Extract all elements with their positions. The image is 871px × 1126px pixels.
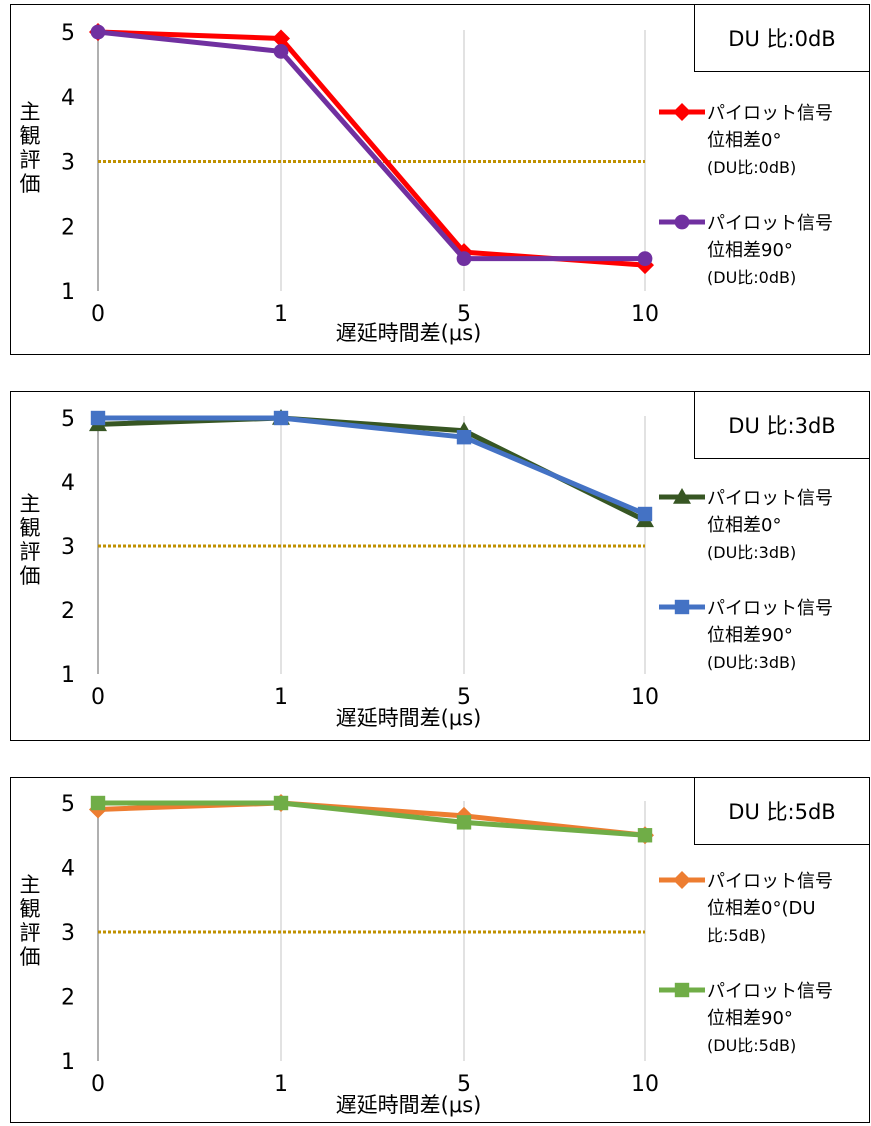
legend-swatch	[659, 599, 705, 615]
data-point	[456, 430, 472, 445]
legend-line-1: パイロット信号	[707, 871, 833, 892]
legend-swatch	[659, 103, 705, 121]
series-line	[97, 415, 647, 523]
legend-line-1: パイロット信号	[707, 981, 833, 1002]
legend-swatch	[659, 871, 705, 889]
legend-line-2: 位相差90°	[707, 240, 793, 261]
legend-line-2: 位相差0°(DU	[707, 898, 816, 919]
series-line	[97, 29, 646, 268]
x-axis-label: 遅延時間差(μs)	[335, 706, 482, 730]
x-tick-label: 5	[457, 1072, 471, 1097]
du-ratio-label: DU 比:0dB	[694, 4, 870, 72]
legend-line-1: パイロット信号	[707, 598, 833, 619]
x-tick-label: 10	[631, 1072, 659, 1097]
legend-line-2: 位相差0°	[707, 130, 782, 151]
x-tick-label: 10	[631, 302, 659, 327]
y-tick-label: 5	[61, 407, 75, 432]
y-tick-label: 3	[61, 535, 75, 560]
legend-item: パイロット信号 位相差0° (DU比:3dB)	[659, 485, 871, 575]
data-point	[90, 795, 106, 811]
y-tick-label: 3	[61, 151, 75, 176]
legend-line-2: 位相差90°	[707, 1008, 793, 1029]
data-point	[674, 982, 690, 998]
data-point	[674, 214, 690, 230]
y-tick-label: 5	[61, 21, 75, 46]
y-tick-label: 4	[61, 86, 75, 111]
legend-item: パイロット信号 位相差90° (DU比:0dB)	[659, 210, 871, 300]
du-ratio-label: DU 比:5dB	[694, 777, 870, 845]
legend-line-1: パイロット信号	[707, 213, 833, 234]
x-tick-label: 5	[457, 685, 471, 710]
y-axis-label: 主観評価	[19, 492, 41, 588]
x-tick-label: 0	[91, 685, 105, 710]
y-tick-label: 4	[61, 471, 75, 496]
y-tick-label: 1	[61, 1050, 75, 1075]
data-point	[273, 410, 289, 426]
data-point	[456, 251, 472, 267]
x-tick-label: 1	[274, 685, 288, 710]
x-tick-label: 1	[274, 302, 288, 327]
legend-line-1: パイロット信号	[707, 103, 833, 124]
legend-line-3: (DU比:0dB)	[707, 158, 797, 177]
data-point	[637, 506, 653, 522]
y-axis-label: 主観評価	[19, 100, 41, 196]
y-tick-label: 5	[61, 792, 75, 817]
legend-item: パイロット信号 位相差0° (DU比:0dB)	[659, 100, 871, 190]
y-tick-label: 2	[61, 599, 75, 624]
legend-line-3: 比:5dB)	[707, 926, 766, 945]
data-point	[273, 44, 289, 59]
data-point	[637, 251, 653, 267]
x-tick-label: 10	[631, 685, 659, 710]
y-tick-label: 1	[61, 663, 75, 688]
du-ratio-label: DU 比:3dB	[694, 391, 870, 459]
x-tick-label: 5	[457, 302, 471, 327]
legend-line-3: (DU比:5dB)	[707, 1036, 797, 1055]
legend-item: パイロット信号 位相差90° (DU比:5dB)	[659, 978, 871, 1068]
legend-line-3: (DU比:0dB)	[707, 268, 797, 287]
y-tick-label: 3	[61, 921, 75, 946]
data-point	[273, 795, 289, 811]
y-tick-label: 2	[61, 215, 75, 240]
x-axis-label: 遅延時間差(μs)	[335, 321, 482, 345]
legend-line-2: 位相差90°	[707, 625, 793, 646]
data-point	[456, 815, 472, 830]
y-axis-label: 主観評価	[19, 873, 41, 969]
legend-item: パイロット信号 位相差0°(DU 比:5dB)	[659, 868, 871, 958]
legend-item: パイロット信号 位相差90° (DU比:3dB)	[659, 595, 871, 685]
x-tick-label: 0	[91, 1072, 105, 1097]
y-tick-label: 4	[61, 857, 75, 882]
chart-panel-du-0db: 1 2 3 4 5 0 1 5 10 DU 比:0dB 主観評価 遅延時間差(μs) パイロット…	[10, 4, 870, 355]
legend-swatch	[659, 982, 705, 998]
series-line	[97, 29, 645, 262]
legend-line-3: (DU比:3dB)	[707, 653, 797, 672]
legend-line-3: (DU比:3dB)	[707, 543, 797, 562]
x-tick-label: 0	[91, 302, 105, 327]
data-point	[673, 488, 691, 504]
legend-swatch	[659, 488, 705, 504]
data-point	[673, 871, 691, 889]
series-line	[97, 800, 646, 838]
chart-panel-du-5db: 1 2 3 4 5 0 1 5 10 DU 比:5dB 主観評価 遅延時間差(μs) パイロット…	[10, 777, 870, 1123]
data-point	[637, 828, 653, 843]
legend-line-1: パイロット信号	[707, 488, 833, 509]
data-point	[673, 103, 691, 121]
x-tick-label: 1	[274, 1072, 288, 1097]
chart-panel-du-3db: 1 2 3 4 5 0 1 5 10 DU 比:3dB 主観評価 遅延時間差(μs) パイロット…	[10, 391, 870, 741]
series-line	[98, 415, 646, 517]
series-line	[98, 800, 646, 838]
legend-line-2: 位相差0°	[707, 515, 782, 536]
data-point	[90, 410, 106, 426]
legend-swatch	[659, 214, 705, 230]
y-tick-label: 2	[61, 986, 75, 1011]
data-point	[674, 599, 690, 615]
y-tick-label: 1	[61, 280, 75, 305]
x-axis-label: 遅延時間差(μs)	[335, 1093, 482, 1117]
data-point	[90, 24, 106, 40]
